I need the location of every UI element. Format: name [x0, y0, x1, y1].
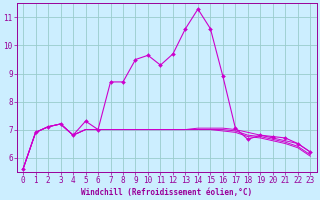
X-axis label: Windchill (Refroidissement éolien,°C): Windchill (Refroidissement éolien,°C)	[81, 188, 252, 197]
